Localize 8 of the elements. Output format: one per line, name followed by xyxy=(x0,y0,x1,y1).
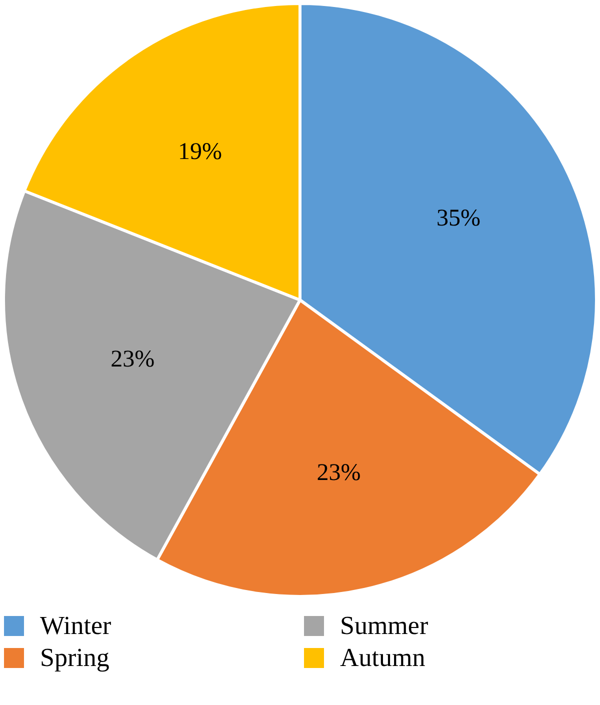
data-label: 23% xyxy=(316,460,361,486)
legend-label: Summer xyxy=(340,611,428,641)
legend-label: Winter xyxy=(40,611,112,641)
legend-label: Spring xyxy=(40,643,110,673)
data-label: 23% xyxy=(110,346,155,373)
data-label: 19% xyxy=(178,139,222,166)
data-label: 35% xyxy=(436,206,481,232)
legend-label: Autumn xyxy=(340,643,426,673)
